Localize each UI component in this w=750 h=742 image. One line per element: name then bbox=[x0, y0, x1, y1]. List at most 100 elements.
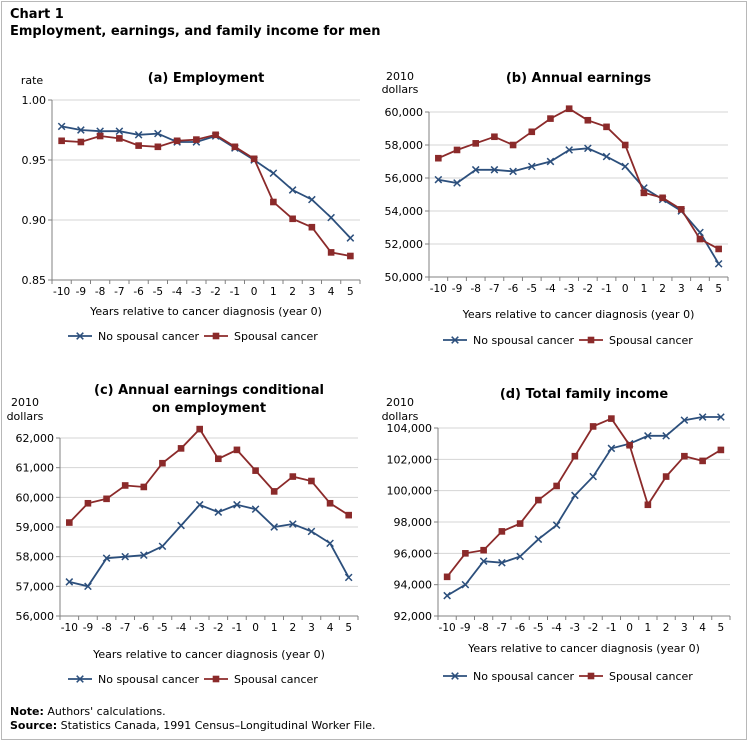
x-tick-label: 4 bbox=[699, 622, 706, 634]
data-point bbox=[584, 144, 592, 153]
x-tick-label: -10 bbox=[430, 283, 447, 295]
data-point bbox=[696, 235, 704, 243]
data-point bbox=[177, 521, 185, 530]
data-point bbox=[250, 155, 258, 163]
series-line bbox=[446, 416, 721, 597]
data-point bbox=[193, 136, 200, 143]
data-point bbox=[516, 552, 524, 561]
data-point bbox=[154, 143, 162, 151]
series-line bbox=[68, 427, 350, 524]
y-tick-label: 0.85 bbox=[22, 274, 47, 287]
x-tick-label: 2 bbox=[289, 286, 296, 298]
data-point bbox=[344, 573, 353, 582]
y-tick-label: 0.90 bbox=[22, 214, 47, 227]
data-point bbox=[269, 169, 278, 178]
y-tick-label: 52,000 bbox=[385, 238, 424, 251]
data-point bbox=[717, 446, 725, 454]
y-tick-label: 58,000 bbox=[16, 551, 55, 564]
data-point bbox=[307, 527, 316, 536]
y-tick-label: 58,000 bbox=[385, 139, 424, 152]
x-tick-label: -5 bbox=[527, 283, 537, 295]
note-text: Authors' calculations. bbox=[47, 705, 166, 718]
x-tick-label: -6 bbox=[515, 622, 526, 634]
data-point bbox=[717, 413, 725, 421]
x-tick-label: 3 bbox=[678, 283, 685, 295]
data-point bbox=[453, 146, 461, 154]
y-tick-label: 56,000 bbox=[16, 610, 55, 623]
x-tick-label: -7 bbox=[497, 622, 507, 634]
x-tick-label: -7 bbox=[120, 622, 130, 634]
data-point bbox=[535, 496, 542, 504]
legend-label: No spousal cancer bbox=[98, 673, 199, 686]
x-tick-label: -1 bbox=[230, 286, 240, 298]
data-point bbox=[96, 132, 104, 140]
legend-marker bbox=[451, 672, 459, 680]
legend-item: No spousal cancer bbox=[68, 673, 199, 686]
data-point bbox=[509, 141, 517, 149]
legend-label: No spousal cancer bbox=[473, 334, 574, 347]
x-tick-label: 1 bbox=[270, 286, 277, 298]
y-tick-label: 104,000 bbox=[387, 422, 433, 435]
x-tick-label: 2 bbox=[289, 622, 296, 634]
legend-marker bbox=[76, 675, 84, 683]
data-point bbox=[252, 467, 259, 474]
data-point bbox=[84, 499, 92, 507]
data-point bbox=[698, 413, 707, 421]
data-point bbox=[289, 473, 297, 480]
x-tick-label: -1 bbox=[606, 622, 616, 634]
data-point bbox=[289, 215, 296, 223]
data-point bbox=[589, 472, 597, 481]
x-tick-label: 0 bbox=[251, 286, 258, 298]
data-point bbox=[77, 126, 85, 134]
x-tick-label: -1 bbox=[601, 283, 611, 295]
x-tick-label: -3 bbox=[191, 286, 201, 298]
data-point bbox=[308, 195, 316, 204]
data-point bbox=[231, 143, 239, 151]
data-point bbox=[589, 423, 597, 430]
x-tick-label: -3 bbox=[570, 622, 580, 634]
data-point bbox=[270, 488, 278, 495]
y-tick-label: 1.00 bbox=[22, 94, 47, 107]
data-point bbox=[121, 482, 129, 489]
legend-label: Spousal cancer bbox=[234, 673, 318, 686]
y-axis-label: dollars bbox=[382, 410, 419, 423]
data-point bbox=[346, 234, 355, 242]
chart-title: (c) Annual earnings conditional bbox=[94, 383, 324, 398]
y-axis-label: rate bbox=[21, 74, 44, 87]
data-point bbox=[571, 491, 579, 500]
y-tick-label: 100,000 bbox=[387, 485, 433, 498]
x-tick-label: -4 bbox=[172, 286, 183, 298]
data-point bbox=[443, 591, 451, 600]
data-point bbox=[77, 138, 85, 146]
series-spousal-cancer bbox=[66, 425, 352, 526]
y-axis-label: 2010 bbox=[386, 396, 414, 409]
data-point bbox=[480, 546, 487, 554]
data-point bbox=[288, 186, 297, 194]
x-tick-label: 3 bbox=[681, 622, 688, 634]
data-point bbox=[233, 500, 241, 509]
y-tick-label: 94,000 bbox=[394, 579, 433, 592]
y-tick-label: 96,000 bbox=[394, 547, 433, 560]
data-point bbox=[135, 142, 142, 149]
data-point bbox=[327, 213, 335, 222]
x-axis-title: Years relative to cancer diagnosis (year… bbox=[89, 305, 322, 318]
x-tick-label: -5 bbox=[157, 622, 167, 634]
legend-marker bbox=[587, 672, 595, 680]
x-tick-label: -4 bbox=[176, 622, 187, 634]
data-point bbox=[621, 141, 629, 149]
x-tick-label: 3 bbox=[309, 286, 316, 298]
data-point bbox=[608, 415, 615, 422]
x-tick-label: 0 bbox=[252, 622, 259, 634]
data-point bbox=[345, 511, 352, 519]
data-point bbox=[443, 573, 451, 581]
legend-label: Spousal cancer bbox=[609, 334, 693, 347]
data-point bbox=[159, 459, 166, 467]
chart-title: (a) Employment bbox=[148, 71, 265, 86]
data-point bbox=[662, 473, 670, 480]
data-point bbox=[680, 416, 689, 424]
data-point bbox=[571, 452, 579, 460]
x-tick-label: 5 bbox=[718, 622, 725, 634]
